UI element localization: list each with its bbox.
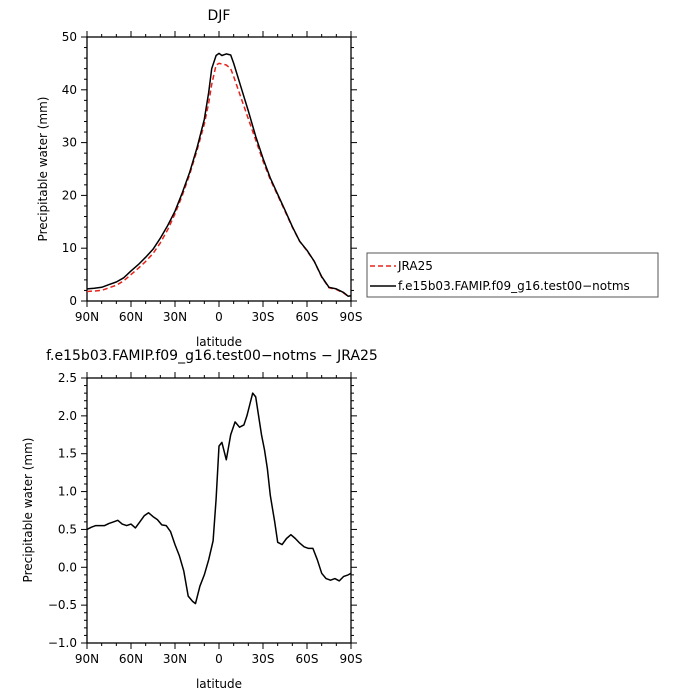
top-chart-x-tick-label: 30S (252, 310, 275, 324)
top-chart-x-tick-label: 90N (75, 310, 99, 324)
bottom-chart-y-tick-label: 1.5 (58, 447, 77, 461)
top-chart-frame (86, 36, 352, 302)
bottom-chart-y-axis-label: Precipitable water (mm) (21, 438, 35, 583)
top-chart-y-tick-label: 20 (62, 188, 77, 202)
bottom-chart: f.e15b03.FAMIP.f09_g16.test00−notms − JR… (21, 348, 378, 691)
top-chart: DJF 90N 60N 30N 0 30S 60S 90S 0 10 20 30 40 50 Preci… (36, 8, 362, 349)
top-chart-x-tick-label: 60N (119, 310, 143, 324)
top-chart-x-axis-label: latitude (196, 335, 242, 349)
top-chart-x-tick-label: 0 (215, 310, 223, 324)
top-chart-x-tick-label: 30N (163, 310, 187, 324)
top-chart-y-tick-label: 10 (62, 241, 77, 255)
top-chart-y-axis-label: Precipitable water (mm) (36, 97, 50, 242)
bottom-chart-frame (86, 377, 352, 644)
bottom-chart-y-tick-label: 1.0 (58, 485, 77, 499)
bottom-chart-x-tick-label: 90S (340, 652, 363, 666)
bottom-chart-series-line-0 (86, 392, 352, 605)
top-chart-y-tick-label: 0 (69, 294, 77, 308)
top-chart-y-tick-label: 30 (62, 136, 77, 150)
bottom-chart-x-tick-label: 0 (215, 652, 223, 666)
top-chart-y-tick-label: 40 (62, 83, 77, 97)
bottom-chart-y-tick-label: 0.5 (58, 522, 77, 536)
bottom-chart-x-tick-label: 90N (75, 652, 99, 666)
bottom-chart-y-tick-label: 2.0 (58, 409, 77, 423)
legend-label-model: f.e15b03.FAMIP.f09_g16.test00−notms (398, 279, 630, 293)
bottom-chart-y-tick-label: −1.0 (48, 636, 77, 650)
bottom-chart-y-tick-label: 2.5 (58, 371, 77, 385)
bottom-chart-x-tick-label: 60N (119, 652, 143, 666)
bottom-chart-x-tick-label: 30N (163, 652, 187, 666)
top-chart-x-tick-label: 60S (296, 310, 319, 324)
legend-box (366, 252, 659, 298)
top-chart-series-line-0 (86, 62, 352, 297)
top-chart-y-tick-label: 50 (62, 30, 77, 44)
top-chart-title: DJF (208, 8, 231, 24)
legend-label-jra25: JRA25 (397, 259, 433, 273)
legend: JRA25 f.e15b03.FAMIP.f09_g16.test00−notm… (366, 252, 659, 298)
bottom-chart-title: f.e15b03.FAMIP.f09_g16.test00−notms − JR… (46, 348, 378, 364)
bottom-chart-y-tick-label: −0.5 (48, 598, 77, 612)
top-chart-series-line-1 (86, 52, 352, 297)
bottom-chart-x-tick-label: 30S (252, 652, 275, 666)
top-chart-x-tick-label: 90S (340, 310, 363, 324)
bottom-chart-x-axis-label: latitude (196, 677, 242, 691)
bottom-chart-x-tick-label: 60S (296, 652, 319, 666)
bottom-chart-y-tick-label: 0.0 (58, 560, 77, 574)
